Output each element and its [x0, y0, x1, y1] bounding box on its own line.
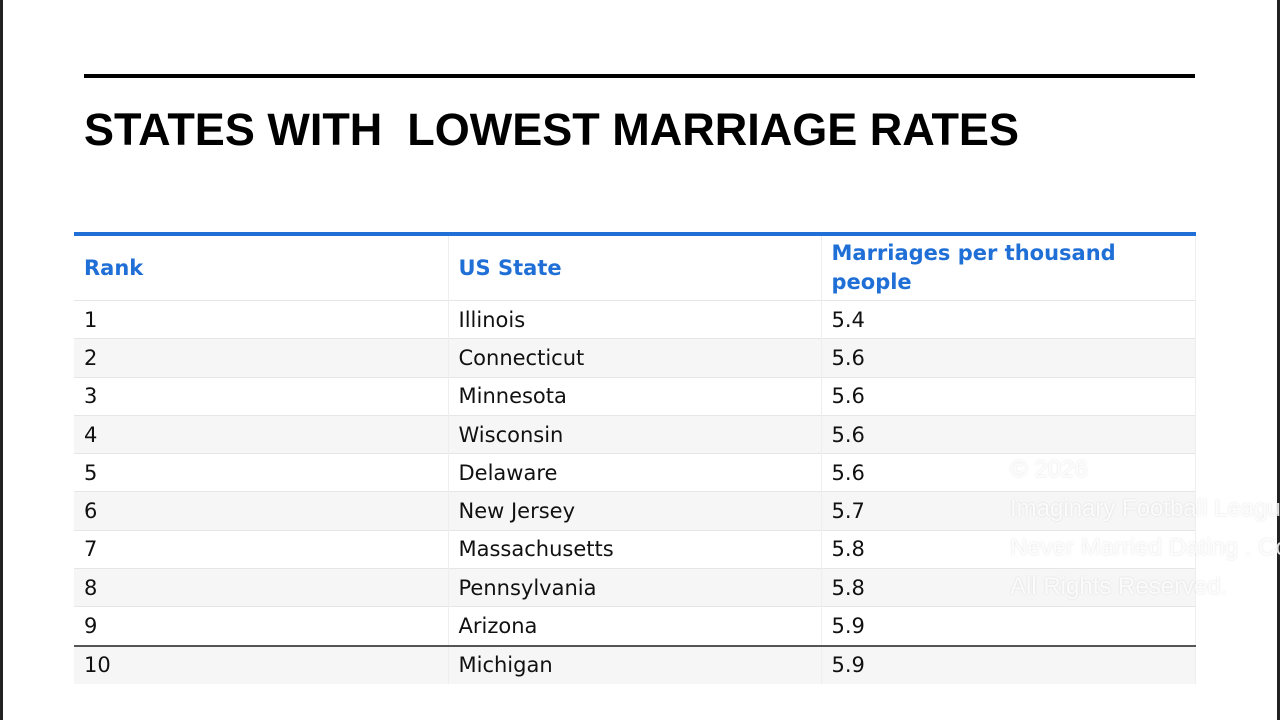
- table-row: 7 Massachusetts 5.8: [74, 529, 1196, 569]
- column-header: Marriages per thousand people: [821, 234, 1196, 301]
- table-cell: 5.9: [821, 644, 1196, 684]
- table-cell: 1: [74, 299, 449, 339]
- table-cell: 5.9: [821, 606, 1196, 646]
- table: Rank US State Marriages per thousand peopl…: [74, 232, 1196, 684]
- table-row: 8 Pennsylvania 5.8: [74, 568, 1196, 607]
- table-row: 2 Connecticut 5.6: [74, 338, 1196, 378]
- table-row: 3 Minnesota 5.6: [74, 376, 1196, 416]
- table-row: 6 New Jersey 5.7: [74, 491, 1196, 531]
- table-cell: 6: [74, 491, 449, 531]
- table-cell: Michigan: [448, 644, 822, 684]
- table-cell: 4: [74, 414, 449, 454]
- table-cell: 9: [74, 606, 449, 646]
- watermark: © 2026 Imaginary Football League Never Mar…: [1010, 450, 1280, 606]
- header-row: Rank US State Marriages per thousand peopl…: [74, 234, 1196, 301]
- table-row: 5 Delaware 5.6: [74, 453, 1196, 492]
- table-cell: 7: [74, 529, 449, 569]
- table-cell: 5.7: [821, 491, 1196, 531]
- table-cell: 5.6: [821, 414, 1196, 454]
- table-cell: Minnesota: [448, 376, 822, 416]
- table-cell: Pennsylvania: [448, 568, 822, 607]
- table-cell: 10: [74, 644, 449, 684]
- table-cell: 5.4: [821, 299, 1196, 339]
- column-header: Rank: [74, 234, 449, 301]
- table-cell: Illinois: [448, 299, 822, 339]
- table-cell: 5.6: [821, 453, 1196, 492]
- table-cell: 5.8: [821, 529, 1196, 569]
- table-row: 4 Wisconsin 5.6: [74, 414, 1196, 454]
- column-header: US State: [448, 234, 822, 301]
- table-cell: New Jersey: [448, 491, 822, 531]
- table-cell: 3: [74, 376, 449, 416]
- table-cell: 5.8: [821, 568, 1196, 607]
- table-cell: 5: [74, 453, 449, 492]
- table-cell: Wisconsin: [448, 414, 822, 454]
- table-cell: 2: [74, 338, 449, 378]
- watermark-line: All Rights Reserved.: [1010, 573, 1228, 600]
- table-row: 9 Arizona 5.9: [74, 606, 1196, 646]
- table-cell: 5.6: [821, 338, 1196, 378]
- table-cell: Massachusetts: [448, 529, 822, 569]
- title: STATES WITH LOWEST MARRIAGE RATES: [84, 104, 1019, 155]
- table-cell: Arizona: [448, 606, 822, 646]
- watermark-line: © 2026: [1010, 456, 1088, 483]
- table-row: 1 Illinois 5.4: [74, 299, 1196, 339]
- watermark-line: Never Married Dating . Com: [1010, 534, 1280, 561]
- watermark-line: Imaginary Football League: [1010, 495, 1280, 522]
- table-cell: 5.6: [821, 376, 1196, 416]
- table-cell: Delaware: [448, 453, 822, 492]
- table-cell: Connecticut: [448, 338, 822, 378]
- table-cell: 8: [74, 568, 449, 607]
- table-row: 10 Michigan 5.9: [74, 644, 1196, 684]
- top-rule: [84, 74, 1195, 78]
